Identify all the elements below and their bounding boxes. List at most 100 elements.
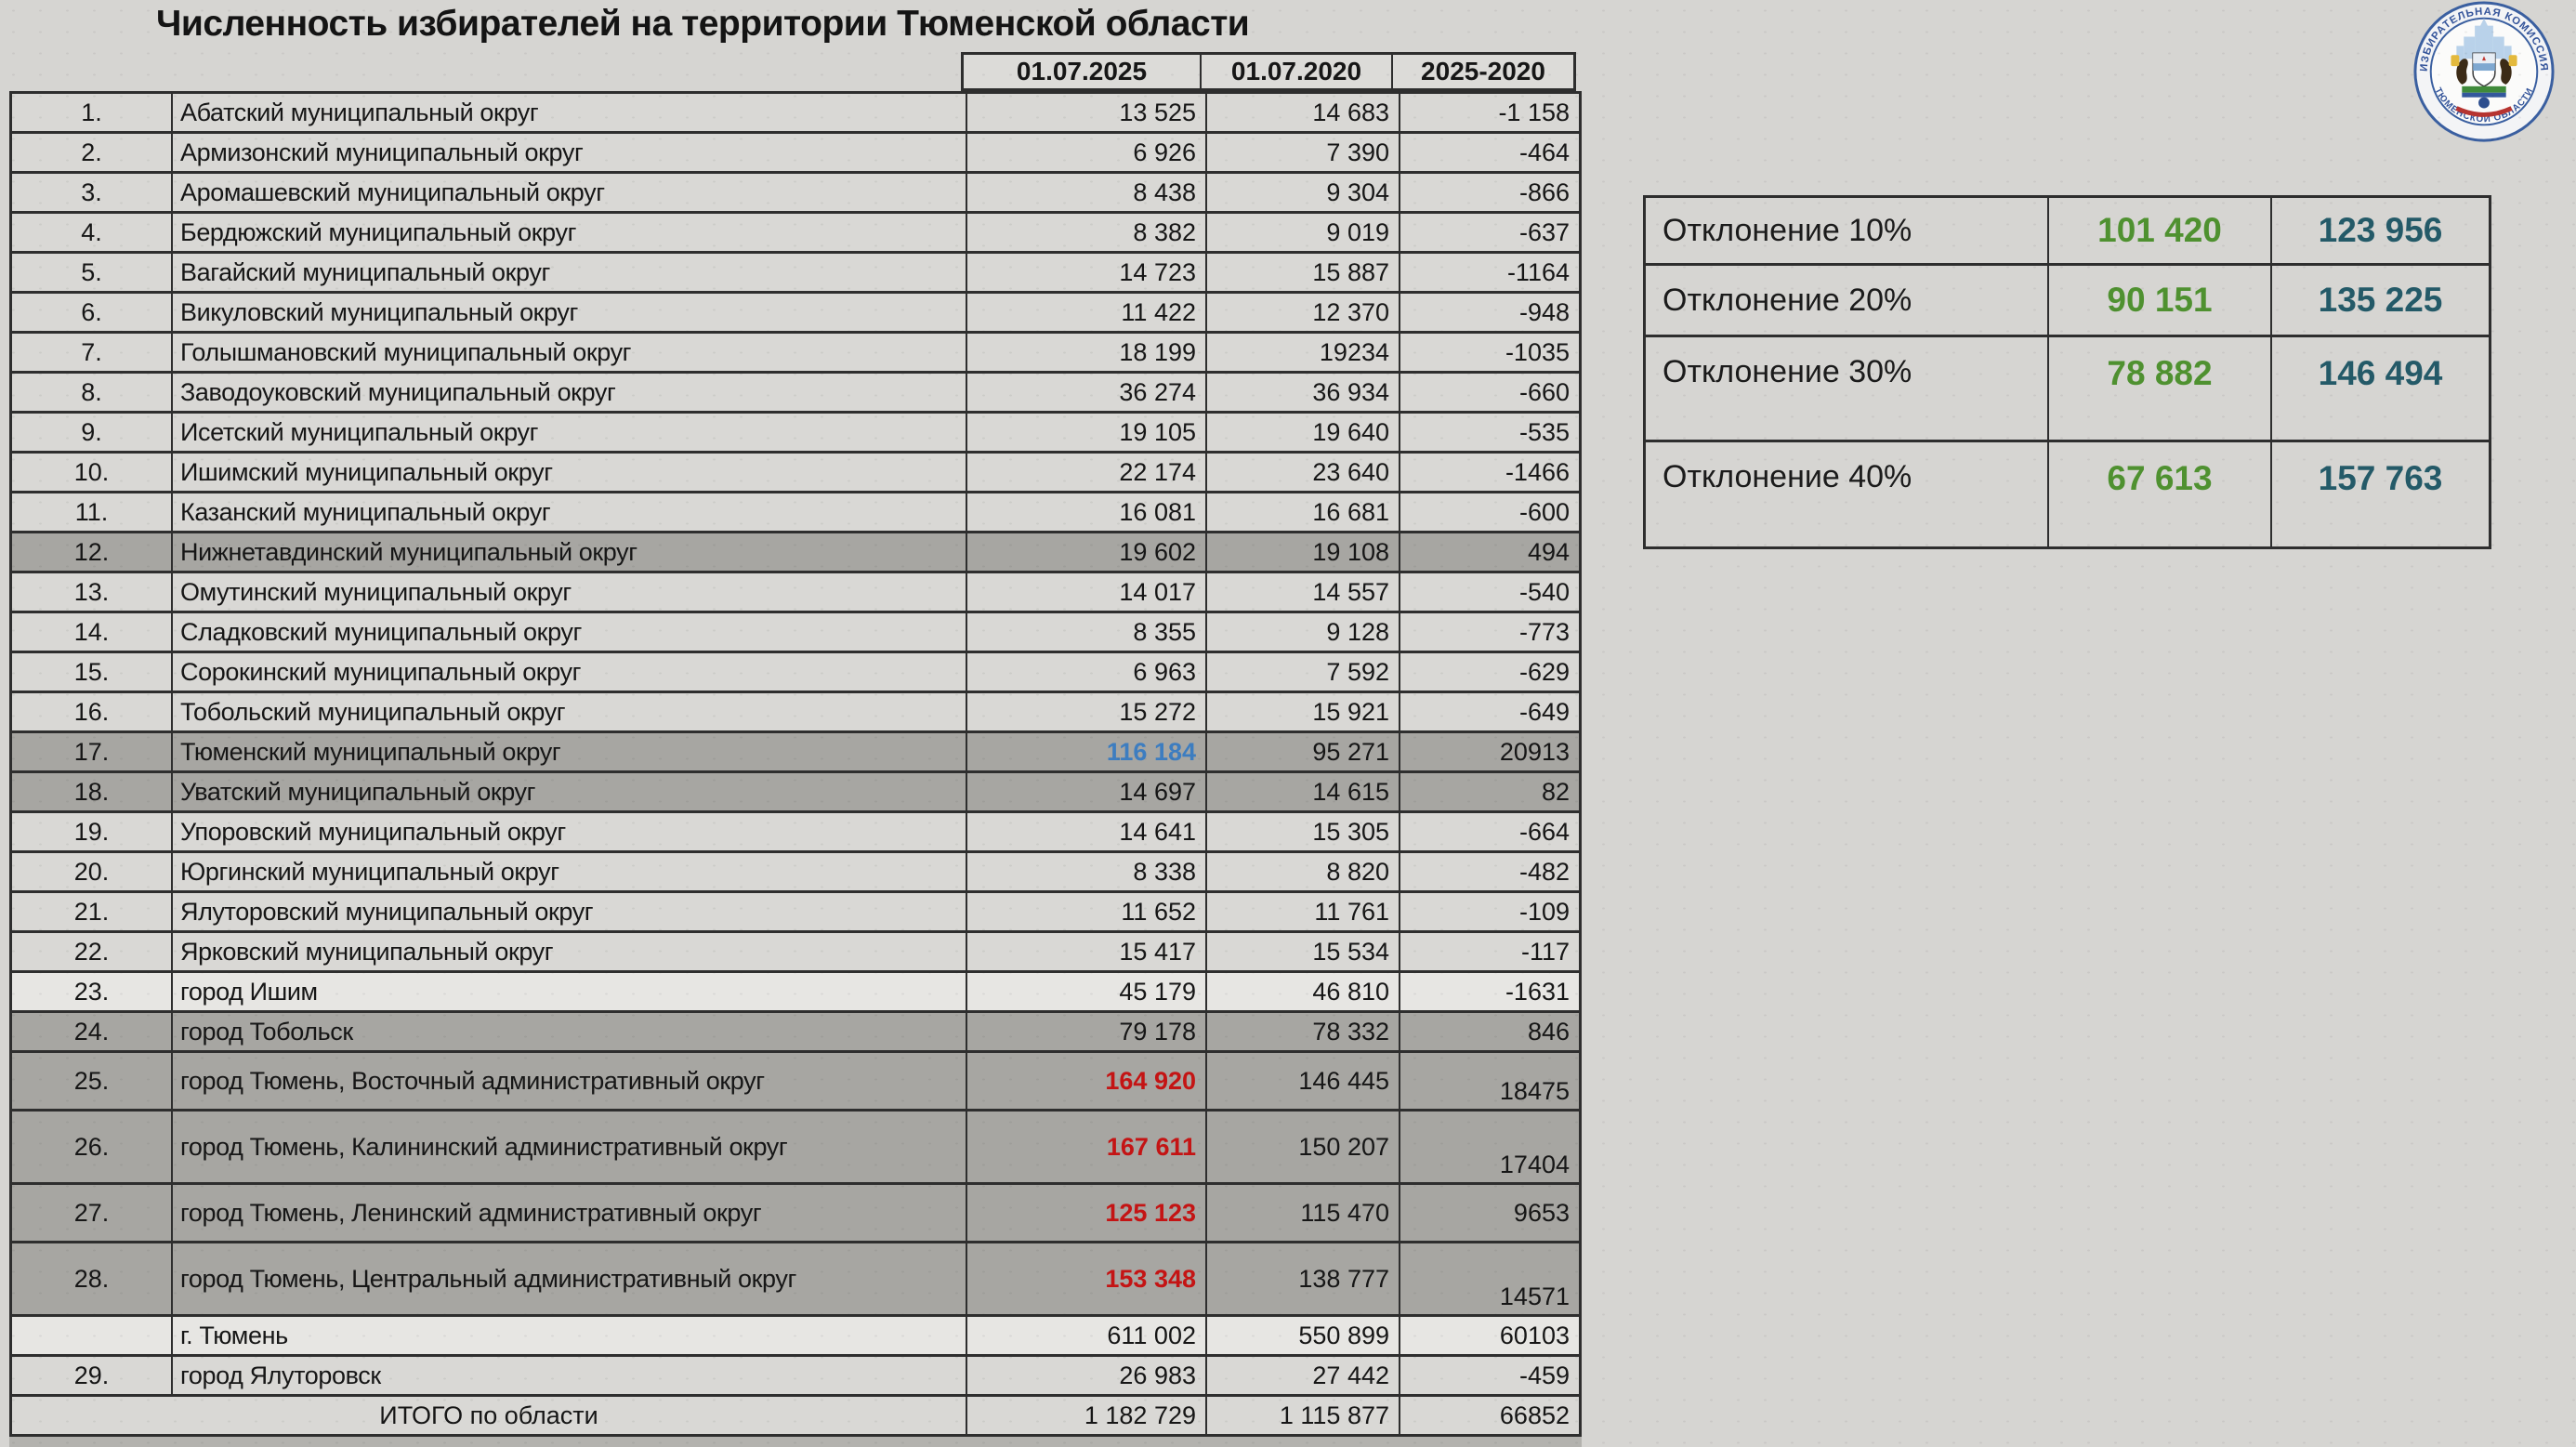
- value-2020-cell: 19 640: [1207, 414, 1400, 451]
- table-row: 20. Юргинский муниципальный округ 8 338 8 8…: [12, 853, 1579, 893]
- row-name-cell: Исетский муниципальный округ: [173, 414, 967, 451]
- table-row: 4. Бердюжский муниципальный округ 8 382 9 0…: [12, 214, 1579, 254]
- value-2025-cell: 611 002: [967, 1317, 1207, 1354]
- diff-cell: -109: [1518, 897, 1570, 926]
- election-commission-emblem: ИЗБИРАТЕЛЬНАЯ КОМИССИЯ ТЮМЕНСКОЙ ОБЛАСТИ: [2413, 1, 2555, 142]
- value-2025-cell: 15 417: [967, 933, 1207, 970]
- row-number-cell: 19.: [12, 813, 173, 850]
- diff-cell: -773: [1518, 617, 1570, 646]
- row-number-cell: 4.: [12, 214, 173, 251]
- row-number-cell: 16.: [12, 693, 173, 730]
- row-name-cell: Вагайский муниципальный округ: [173, 254, 967, 291]
- deviation-teal-value: 157 763: [2318, 459, 2443, 497]
- row-name-cell: Заводоуковский муниципальный округ: [173, 374, 967, 411]
- row-name-cell: Сорокинский муниципальный округ: [173, 653, 967, 691]
- row-number-cell: 27.: [12, 1185, 173, 1241]
- row-number-cell: 2.: [12, 134, 173, 171]
- row-number-cell: 11.: [12, 493, 173, 531]
- diff-cell: -1631: [1505, 977, 1570, 1006]
- row-number-cell: 18.: [12, 773, 173, 810]
- diff-cell: 14571: [1499, 1282, 1570, 1310]
- value-2025-cell: 14 017: [967, 573, 1207, 611]
- value-2025-cell: 11 652: [967, 893, 1207, 930]
- deviation-label: Отклонение 20%: [1646, 266, 2049, 335]
- value-2025-cell: 26 983: [967, 1357, 1207, 1394]
- diff-cell: -1164: [1506, 257, 1570, 286]
- emblem-red-ribbon: [2455, 106, 2513, 117]
- value-2020-cell: 15 534: [1207, 933, 1400, 970]
- value-2020-cell: 23 640: [1207, 454, 1400, 491]
- diff-cell: -600: [1518, 497, 1570, 526]
- value-2020-cell: 78 332: [1207, 1013, 1400, 1050]
- table-row: 9. Исетский муниципальный округ 19 105 19 6…: [12, 414, 1579, 454]
- table-row: 17. Тюменский муниципальный округ 116 184 9…: [12, 733, 1579, 773]
- diff-cell: -1035: [1505, 337, 1570, 366]
- value-2020-cell: 16 681: [1207, 493, 1400, 531]
- value-2020-cell: 12 370: [1207, 294, 1400, 331]
- diff-cell: -664: [1518, 817, 1570, 846]
- value-2025-cell: 116 184: [967, 733, 1207, 770]
- value-2020-cell: 15 305: [1207, 813, 1400, 850]
- value-2020-cell: 14 615: [1207, 773, 1400, 810]
- row-label-cell: ИТОГО по области: [12, 1397, 967, 1434]
- table-row: 29. город Ялуторовск 26 983 27 442 -459: [12, 1357, 1579, 1397]
- row-number-cell: 3.: [12, 174, 173, 211]
- value-2020-cell: 7 592: [1207, 653, 1400, 691]
- row-name-cell: город Ишим: [173, 973, 967, 1010]
- value-2020-cell: 146 445: [1207, 1053, 1400, 1109]
- row-name-cell: город Тюмень, Ленинский административный…: [173, 1185, 967, 1241]
- deviation-label: Отклонение 30%: [1646, 337, 2049, 440]
- value-2020-cell: 9 128: [1207, 613, 1400, 651]
- deviation-green-value: 67 613: [2049, 442, 2272, 546]
- value-2020-cell: 9 019: [1207, 214, 1400, 251]
- diff-cell: 494: [1527, 537, 1570, 566]
- value-2020-cell: 46 810: [1207, 973, 1400, 1010]
- row-number-cell: 5.: [12, 254, 173, 291]
- table-row: 11. Казанский муниципальный округ 16 081 16…: [12, 493, 1579, 533]
- value-2025-cell: 153 348: [967, 1243, 1207, 1314]
- row-number-cell: [12, 1317, 173, 1354]
- diff-cell: -482: [1518, 857, 1570, 886]
- table-row: 2. Армизонский муниципальный округ 6 926 7 …: [12, 134, 1579, 174]
- diff-cell: 18475: [1499, 1076, 1570, 1105]
- value-2020-cell: 15 921: [1207, 693, 1400, 730]
- row-name-cell: Бердюжский муниципальный округ: [173, 214, 967, 251]
- row-number-cell: 12.: [12, 533, 173, 571]
- deviation-row: Отклонение 30% 78 882 146 494: [1646, 337, 2489, 442]
- row-name-cell: город Ялуторовск: [173, 1357, 967, 1394]
- value-2020-cell: 550 899: [1207, 1317, 1400, 1354]
- row-name-cell: Юргинский муниципальный округ: [173, 853, 967, 890]
- value-2020-cell: 27 442: [1207, 1357, 1400, 1394]
- row-name-cell: Уватский муниципальный округ: [173, 773, 967, 810]
- value-2025-cell: 164 920: [967, 1053, 1207, 1109]
- table-row: 13. Омутинский муниципальный округ 14 017 1…: [12, 573, 1579, 613]
- table-row: 21. Ялуторовский муниципальный округ 11 65…: [12, 893, 1579, 933]
- row-number-cell: 23.: [12, 973, 173, 1010]
- diff-cell: 82: [1541, 777, 1570, 806]
- table-row: 28. город Тюмень, Центральный администрат…: [12, 1243, 1579, 1317]
- emblem-supporters: [2456, 59, 2512, 85]
- table-row: 25. город Тюмень, Восточный административ…: [12, 1053, 1579, 1112]
- row-name-cell: Нижнетавдинский муниципальный округ: [173, 533, 967, 571]
- row-name-cell: город Тюмень, Калининский административн…: [173, 1112, 967, 1182]
- diff-cell: -117: [1520, 937, 1570, 966]
- row-number-cell: 21.: [12, 893, 173, 930]
- row-name-cell: Армизонский муниципальный округ: [173, 134, 967, 171]
- value-2025-cell: 1 182 729: [967, 1397, 1207, 1434]
- table-row: 14. Сладковский муниципальный округ 8 355 9…: [12, 613, 1579, 653]
- deviation-green-value: 78 882: [2049, 337, 2272, 440]
- diff-cell: -948: [1518, 297, 1570, 326]
- row-number-cell: 1.: [12, 94, 173, 131]
- value-2025-cell: 14 641: [967, 813, 1207, 850]
- table-row: 18. Уватский муниципальный округ 14 697 14 …: [12, 773, 1579, 813]
- value-2025-cell: 79 178: [967, 1013, 1207, 1050]
- row-number-cell: 15.: [12, 653, 173, 691]
- value-2020-cell: 95 271: [1207, 733, 1400, 770]
- row-number-cell: 26.: [12, 1112, 173, 1182]
- deviation-teal-value: 146 494: [2318, 354, 2443, 392]
- row-number-cell: 20.: [12, 853, 173, 890]
- value-2025-cell: 6 926: [967, 134, 1207, 171]
- table-row: 24. город Тобольск 79 178 78 332 846: [12, 1013, 1579, 1053]
- value-2020-cell: 19 108: [1207, 533, 1400, 571]
